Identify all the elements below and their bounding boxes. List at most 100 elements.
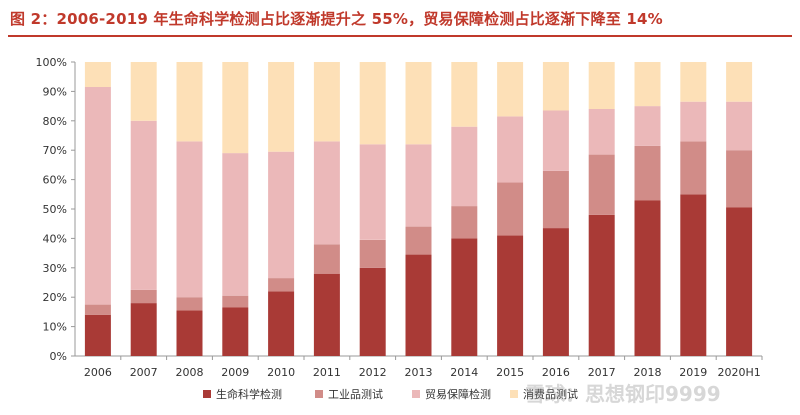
- legend-swatch: [203, 390, 211, 398]
- bar-segment: [588, 109, 615, 155]
- bar-segment: [84, 62, 111, 87]
- bar-segment: [680, 141, 707, 195]
- x-tick-label: 2012: [359, 366, 387, 379]
- y-tick-label: 100%: [36, 56, 67, 69]
- x-tick-label: 2014: [450, 366, 478, 379]
- bar-segment: [222, 295, 249, 308]
- legend-label: 生命科学检测: [216, 387, 282, 401]
- x-tick-label: 2018: [634, 366, 662, 379]
- x-tick-label: 2019: [679, 366, 707, 379]
- x-tick-label: 2009: [221, 366, 249, 379]
- x-tick-label: 2008: [176, 366, 204, 379]
- title-rule: [8, 35, 792, 37]
- bar-segment: [451, 126, 478, 207]
- legend-label: 消费品测试: [523, 387, 578, 401]
- bar-segment: [359, 267, 386, 356]
- x-tick-label: 2016: [542, 366, 570, 379]
- bar-segment: [451, 62, 478, 127]
- bar-segment: [176, 310, 203, 356]
- bar-segment: [405, 226, 432, 255]
- bar-segment: [726, 62, 753, 102]
- chart-bars: [84, 62, 753, 356]
- y-tick-label: 90%: [43, 85, 67, 98]
- legend-label: 工业品测试: [328, 388, 383, 401]
- bar-segment: [680, 194, 707, 356]
- bar-segment: [176, 297, 203, 311]
- y-tick-label: 50%: [43, 203, 67, 216]
- bar-segment: [222, 62, 249, 154]
- bar-segment: [84, 87, 111, 305]
- bar-segment: [268, 62, 295, 152]
- legend-label: 贸易保障检测: [425, 387, 491, 401]
- y-tick-label: 60%: [43, 174, 67, 187]
- bar-segment: [268, 151, 295, 279]
- bar-segment: [176, 141, 203, 298]
- bar-segment: [176, 62, 203, 142]
- bar-segment: [634, 62, 661, 107]
- bar-segment: [313, 244, 340, 274]
- bar-segment: [634, 200, 661, 356]
- bar-segment: [313, 273, 340, 356]
- bar-segment: [588, 154, 615, 215]
- bar-segment: [680, 62, 707, 102]
- bar-segment: [405, 254, 432, 356]
- x-tick-label: 2013: [405, 366, 433, 379]
- bar-segment: [726, 101, 753, 151]
- x-tick-label: 2006: [84, 366, 112, 379]
- bar-segment: [497, 182, 524, 236]
- bar-segment: [313, 62, 340, 142]
- chart-legend: 生命科学检测 工业品测试 贸易保障检测 消费品测试: [203, 387, 578, 401]
- bar-segment: [84, 304, 111, 315]
- bar-segment: [84, 314, 111, 356]
- bar-segment: [497, 116, 524, 183]
- legend-swatch: [510, 390, 518, 398]
- y-tick-label: 70%: [43, 144, 67, 157]
- x-tick-label: 2020H1: [717, 366, 760, 379]
- x-tick-label: 2015: [496, 366, 524, 379]
- bar-segment: [268, 278, 295, 292]
- bar-segment: [588, 214, 615, 356]
- bar-segment: [222, 153, 249, 296]
- bar-segment: [405, 62, 432, 145]
- bar-segment: [451, 206, 478, 239]
- y-tick-label: 0%: [50, 350, 67, 363]
- bar-segment: [634, 145, 661, 201]
- y-tick-label: 80%: [43, 115, 67, 128]
- bar-segment: [542, 228, 569, 356]
- x-tick-labels: 2006 2007 2008 2009 2010 2011 2012 2013 2014 2015…: [84, 366, 761, 379]
- bar-segment: [497, 62, 524, 117]
- bar-segment: [222, 307, 249, 356]
- figure-title: 图 2：2006-2019 年生命科学检测占比逐渐提升之 55%，贸易保障检测占…: [10, 10, 663, 28]
- bar-segment: [726, 150, 753, 208]
- bar-segment: [359, 239, 386, 268]
- y-tick-label: 20%: [43, 291, 67, 304]
- bar-segment: [130, 289, 157, 304]
- bar-segment: [542, 170, 569, 229]
- x-tick-label: 2017: [588, 366, 616, 379]
- y-tick-label: 40%: [43, 232, 67, 245]
- bar-segment: [680, 101, 707, 142]
- bar-segment: [634, 106, 661, 146]
- bar-segment: [313, 141, 340, 245]
- bar-segment: [268, 291, 295, 356]
- bar-segment: [359, 144, 386, 240]
- bar-segment: [726, 207, 753, 356]
- bar-segment: [497, 235, 524, 356]
- y-tick-labels: 0% 10% 20% 30% 40% 50% 60% 70% 80% 90% 100%: [36, 56, 67, 363]
- x-tick-label: 2010: [267, 366, 295, 379]
- y-tick-label: 10%: [43, 321, 67, 334]
- bar-segment: [542, 110, 569, 171]
- bar-segment: [130, 62, 157, 121]
- y-tick-label: 30%: [43, 262, 67, 275]
- bar-segment: [359, 62, 386, 145]
- bar-segment: [588, 62, 615, 109]
- legend-swatch: [315, 390, 323, 398]
- bar-segment: [405, 144, 432, 227]
- bar-segment: [130, 120, 157, 290]
- x-tick-label: 2011: [313, 366, 341, 379]
- x-tick-label: 2007: [130, 366, 158, 379]
- legend-swatch: [412, 390, 420, 398]
- bar-segment: [130, 303, 157, 356]
- bar-segment: [451, 238, 478, 356]
